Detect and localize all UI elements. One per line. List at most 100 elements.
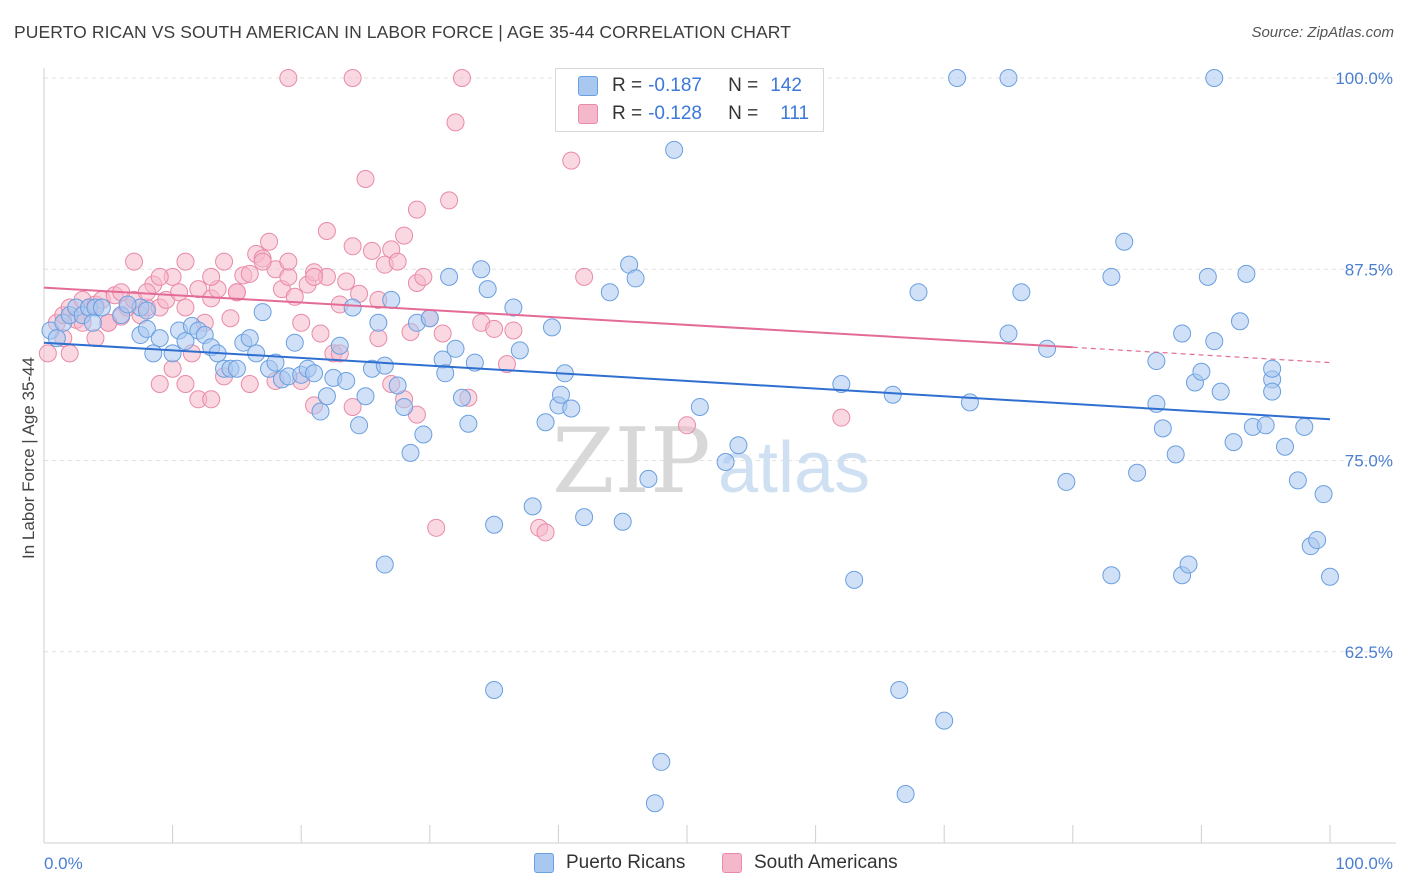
puerto-ricans-point: [343, 298, 362, 317]
puerto-ricans-point: [665, 140, 684, 159]
south-americans-point: [562, 151, 581, 170]
puerto-ricans-point: [350, 416, 369, 435]
south-americans-point: [343, 397, 362, 416]
south-americans-point: [485, 319, 504, 338]
puerto-ricans-point: [1237, 264, 1256, 283]
south-americans-point: [163, 359, 182, 378]
puerto-ricans-point: [1224, 433, 1243, 452]
puerto-ricans-point: [1288, 471, 1307, 490]
puerto-ricans-point: [330, 336, 349, 355]
south-americans-point: [369, 329, 388, 348]
south-americans-trend-extension: [1072, 346, 1331, 364]
puerto-ricans-point: [1102, 566, 1121, 585]
puerto-ricans-point: [137, 319, 156, 338]
south-americans-point: [150, 267, 169, 286]
puerto-ricans-point: [960, 393, 979, 412]
legend-swatch-puerto-ricans: [578, 76, 598, 96]
puerto-ricans-point: [999, 324, 1018, 343]
bottom-legend-label: Puerto Ricans: [566, 852, 686, 873]
puerto-ricans-point: [240, 329, 259, 348]
puerto-ricans-point: [626, 269, 645, 288]
south-americans-point: [176, 252, 195, 271]
south-americans-point: [317, 222, 336, 240]
puerto-ricans-point: [1057, 472, 1076, 491]
y-tick-label: 62.5%: [1345, 643, 1393, 662]
puerto-ricans-point: [504, 298, 523, 317]
puerto-ricans-point: [999, 69, 1018, 87]
puerto-ricans-point: [253, 303, 272, 322]
legend-n-label: N =: [728, 103, 759, 124]
puerto-ricans-point: [536, 413, 555, 432]
puerto-ricans-point: [311, 402, 330, 421]
south-americans-point: [260, 232, 279, 251]
legend-r-label: R =: [612, 75, 643, 96]
source-label: Source: ZipAtlas.com: [1251, 24, 1394, 41]
puerto-ricans-point: [1256, 416, 1275, 435]
bottom-legend: Puerto Ricans South Americans: [0, 852, 1406, 878]
puerto-ricans-point: [285, 333, 304, 352]
puerto-ricans-point: [729, 436, 748, 455]
puerto-ricans-point: [317, 387, 336, 406]
puerto-ricans-point: [1205, 332, 1224, 351]
puerto-ricans-point: [227, 359, 246, 378]
puerto-ricans-trend-line: [43, 341, 1331, 421]
south-americans-point: [202, 267, 221, 286]
south-americans-point: [150, 375, 169, 393]
puerto-ricans-point: [613, 512, 632, 531]
puerto-ricans-point: [1211, 382, 1230, 401]
south-americans-point: [678, 416, 696, 435]
puerto-ricans-point: [1153, 419, 1172, 438]
puerto-ricans-point: [551, 385, 570, 404]
legend-swatch-south-americans: [578, 104, 598, 124]
legend: R = -0.187 N = 142 R = -0.128 N = 111: [555, 68, 824, 132]
puerto-ricans-point: [716, 453, 735, 472]
puerto-ricans-point: [436, 364, 455, 383]
puerto-ricans-point: [401, 443, 420, 462]
puerto-ricans-point: [137, 301, 156, 320]
legend-r-value: -0.128: [648, 103, 702, 124]
south-americans-point: [125, 252, 144, 271]
puerto-ricans-point: [452, 388, 471, 407]
south-americans-point: [395, 226, 414, 245]
south-americans-point: [221, 309, 240, 328]
south-americans-point: [170, 283, 189, 302]
bottom-legend-swatch-puerto-ricans: [534, 853, 554, 873]
puerto-ricans-point: [652, 752, 671, 771]
puerto-ricans-point: [144, 344, 163, 363]
legend-row-puerto-ricans: R = -0.187 N = 142: [578, 74, 802, 98]
south-americans-point: [38, 344, 57, 363]
puerto-ricans-point: [948, 69, 967, 87]
south-americans-point: [215, 252, 234, 271]
puerto-ricans-point: [485, 515, 504, 534]
puerto-ricans-point: [388, 376, 407, 395]
puerto-ricans-point: [1179, 555, 1198, 574]
bottom-legend-south-americans: South Americans: [722, 852, 898, 874]
south-americans-point: [292, 313, 311, 332]
south-americans-point: [504, 321, 523, 340]
trend-lines: [43, 286, 1331, 421]
puerto-ricans-point: [890, 681, 909, 699]
south-americans-point: [279, 267, 298, 286]
south-americans-point: [86, 329, 105, 348]
south-americans-point: [279, 69, 298, 87]
data-points: [38, 69, 1339, 813]
puerto-ricans-point: [645, 794, 664, 813]
south-americans-point: [343, 69, 362, 87]
south-americans-point: [362, 241, 381, 260]
south-americans-point: [253, 252, 272, 271]
y-tick-label: 87.5%: [1345, 260, 1393, 279]
puerto-ricans-point: [1230, 312, 1249, 331]
puerto-ricans-point: [83, 313, 102, 332]
south-americans-point: [575, 267, 594, 286]
puerto-ricans-point: [465, 353, 484, 372]
puerto-ricans-point: [118, 295, 137, 314]
puerto-ricans-point: [1192, 362, 1211, 381]
south-americans-point: [240, 264, 259, 283]
south-americans-trend-line: [43, 286, 1073, 349]
legend-row-south-americans: R = -0.128 N = 111: [578, 102, 809, 126]
south-americans-point: [176, 375, 195, 393]
puerto-ricans-point: [1263, 382, 1282, 401]
puerto-ricans-point: [639, 469, 658, 488]
puerto-ricans-point: [375, 356, 394, 375]
south-americans-point: [536, 523, 555, 542]
